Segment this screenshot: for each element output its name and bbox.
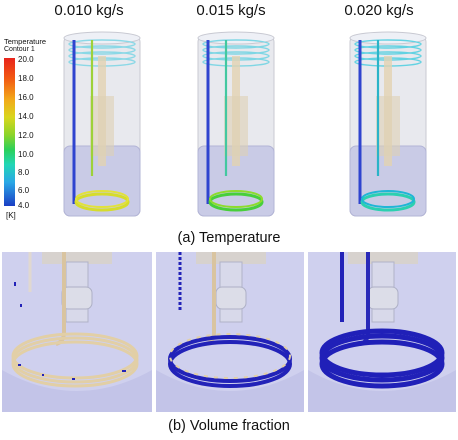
temperature-tank-1 bbox=[63, 31, 141, 217]
caption-volume-fraction: (b) Volume fraction bbox=[168, 418, 290, 434]
caption-temperature: (a) Temperature bbox=[177, 230, 281, 246]
legend-tick: 12.0 bbox=[18, 131, 34, 140]
legend-subtitle: Contour 1 bbox=[4, 46, 35, 53]
legend-unit: [K] bbox=[6, 211, 16, 220]
legend-tick: 14.0 bbox=[18, 112, 34, 121]
column-title-3: 0.020 kg/s bbox=[344, 2, 414, 19]
volume-fraction-view-3 bbox=[308, 252, 456, 412]
column-title-1: 0.010 kg/s bbox=[54, 2, 124, 19]
temperature-legend: Temperature Contour 1 20.0 18.0 16.0 14.… bbox=[4, 37, 64, 220]
legend-color-bar bbox=[4, 58, 15, 206]
legend-tick: 6.0 bbox=[18, 186, 30, 195]
temperature-tank-3 bbox=[349, 31, 427, 217]
volume-fraction-view-2 bbox=[156, 252, 304, 412]
legend-tick: 16.0 bbox=[18, 93, 34, 102]
legend-tick: 8.0 bbox=[18, 168, 30, 177]
legend-title: Temperature bbox=[4, 37, 47, 46]
legend-tick: 4.0 bbox=[18, 201, 30, 210]
column-title-2: 0.015 kg/s bbox=[196, 2, 266, 19]
legend-tick: 18.0 bbox=[18, 74, 34, 83]
legend-tick: 20.0 bbox=[18, 55, 34, 64]
legend-tick: 10.0 bbox=[18, 150, 34, 159]
temperature-tank-2 bbox=[197, 31, 275, 217]
volume-fraction-view-1 bbox=[2, 252, 152, 412]
